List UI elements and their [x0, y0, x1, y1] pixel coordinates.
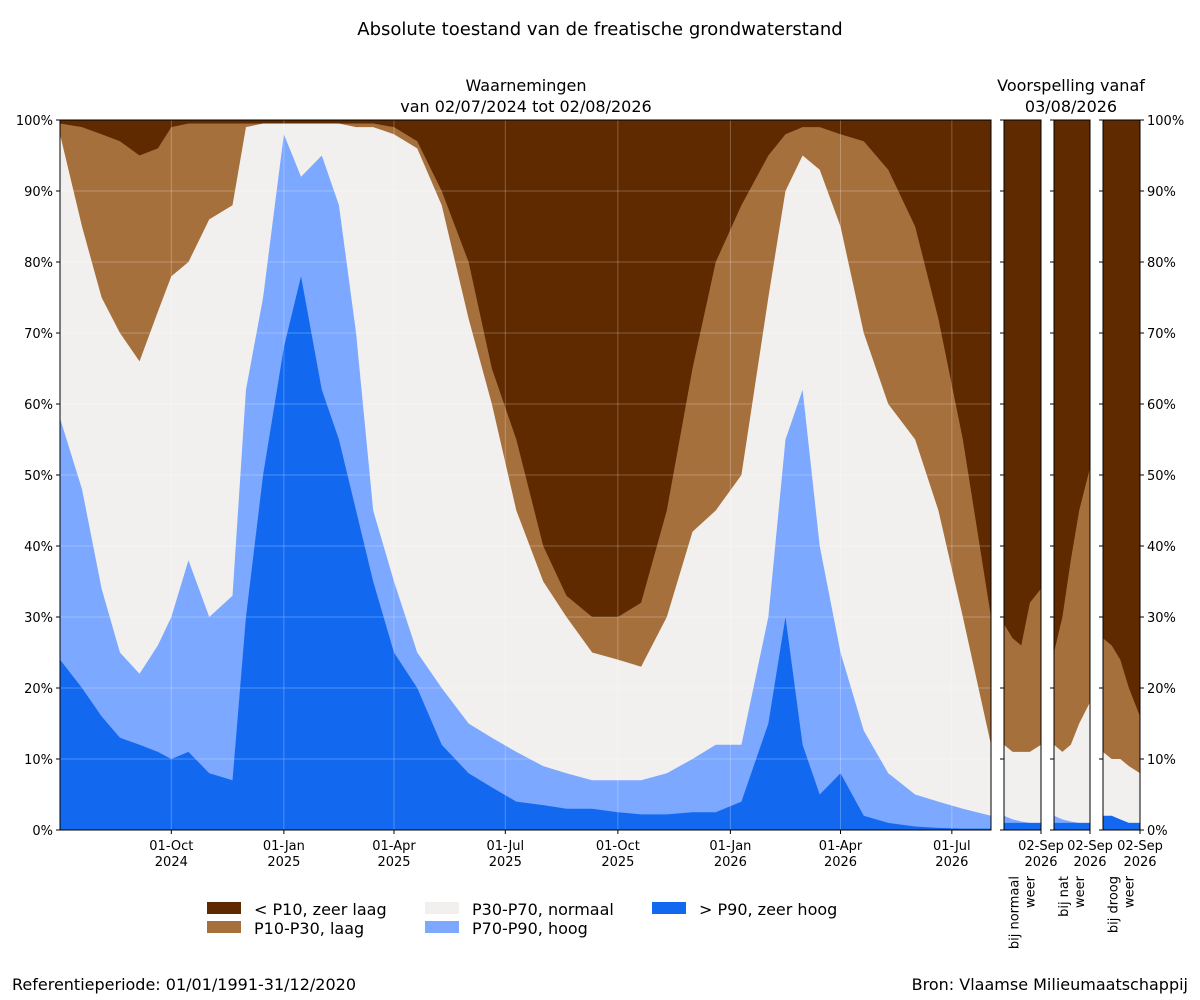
forecast-3-y-tick-label: 0% [1147, 824, 1168, 839]
forecast-2-area-normaal [1054, 702, 1090, 830]
observed-y-tick-label: 10% [24, 753, 53, 768]
forecast-3-y-tick-label: 50% [1147, 469, 1176, 484]
observed-x-tick-label: 2026 [824, 855, 857, 870]
forecast-scenario-label: bij droog weer [1107, 875, 1138, 933]
forecast-panel: 0% 10% 20% 30% 40% 50% 60% 70% 80% 90% 100% 02-Sep2… [1099, 114, 1184, 933]
forecast-scenario-label: bij nat weer [1057, 875, 1088, 917]
forecast-3-y-tick-label: 90% [1147, 185, 1176, 200]
legend-label: P70-P90, hoog [472, 919, 588, 938]
reference-period: Referentieperiode: 01/01/1991-31/12/2020 [12, 975, 356, 994]
observed-y-tick-label: 80% [24, 256, 53, 271]
forecast-3-y-tick-label: 70% [1147, 327, 1176, 342]
observed-x-tick-label: 01-Jul [486, 839, 524, 854]
legend-item-zeer-laag: < P10, zeer laag [207, 900, 387, 919]
observed-y-tick-label: 100% [16, 114, 53, 129]
observed-x-tick-label: 2024 [155, 855, 188, 870]
observed-x-tick-label: 01-Oct [149, 839, 193, 854]
forecast-1-area-normaal [1004, 744, 1041, 830]
source-label: Bron: Vlaamse Milieumaatschappij [912, 975, 1188, 994]
observed-area-zeer-hoog [60, 276, 991, 830]
observed-y-tick-label: 90% [24, 185, 53, 200]
forecast-3-y-tick-label: 20% [1147, 682, 1176, 697]
observed-y-tick-label: 20% [24, 682, 53, 697]
forecast-title-line-2: 03/08/2026 [1025, 97, 1117, 116]
chart-title: Absolute toestand van de freatische gron… [357, 19, 842, 40]
forecast-x-tick-label: 02-Sep [1018, 839, 1064, 854]
legend-swatch [425, 902, 459, 914]
forecast-3-area-normaal [1103, 751, 1140, 830]
forecast-3-area-zeer-hoog [1103, 815, 1140, 830]
forecast-1-area-zeer-hoog [1004, 822, 1041, 830]
forecast-scenario-label-line: weer [1123, 875, 1138, 908]
forecast-3-y-tick-label: 40% [1147, 540, 1176, 555]
legend-swatch [207, 921, 241, 933]
observed-x-tick-label: 01-Apr [372, 839, 416, 854]
forecast-x-tick-label: 02-Sep [1067, 839, 1113, 854]
observed-panel: 01-Oct202401-Jan202501-Apr202501-Jul2025… [16, 114, 992, 870]
observed-x-tick-label: 2026 [935, 855, 968, 870]
forecast-scenario-label-line: bij normaal [1008, 876, 1023, 949]
observed-x-tick-label: 2026 [714, 855, 747, 870]
forecast-2-area-zeer-hoog [1054, 822, 1090, 830]
observed-x-tick-label: 2025 [489, 855, 522, 870]
forecast-scenario-label: bij normaal weer [1008, 875, 1039, 949]
observed-x-tick-label: 2025 [267, 855, 300, 870]
legend-label: P10-P30, laag [254, 919, 364, 938]
legend-label: > P90, zeer hoog [699, 900, 837, 919]
legend-item-laag: P10-P30, laag [207, 919, 364, 938]
legend-label: < P10, zeer laag [254, 900, 387, 919]
forecast-x-tick-label: 2026 [1024, 855, 1057, 870]
forecast-3-y-tick-label: 80% [1147, 256, 1176, 271]
observed-title-line-2: van 02/07/2024 tot 02/08/2026 [400, 97, 651, 116]
observed-x-tick-label: 2025 [377, 855, 410, 870]
observed-x-tick-label: 01-Jan [263, 839, 305, 854]
observed-x-tick-label: 01-Apr [819, 839, 863, 854]
observed-y-tick-label: 50% [24, 469, 53, 484]
legend-item-hoog: P70-P90, hoog [425, 919, 588, 938]
observed-y-tick-label: 0% [32, 824, 53, 839]
observed-y-tick-label: 70% [24, 327, 53, 342]
legend-swatch [425, 921, 459, 933]
forecast-x-tick-label: 02-Sep [1117, 839, 1163, 854]
observed-x-tick-label: 01-Jul [933, 839, 971, 854]
observed-title-line-1: Waarnemingen [466, 76, 587, 95]
observed-x-tick-label: 2025 [601, 855, 634, 870]
forecast-3-y-tick-label: 60% [1147, 398, 1176, 413]
legend-item-zeer-hoog: > P90, zeer hoog [652, 900, 837, 919]
forecast-scenario-label-line: weer [1073, 875, 1088, 908]
forecast-scenario-label-line: bij droog [1107, 876, 1122, 933]
observed-y-tick-label: 40% [24, 540, 53, 555]
observed-x-tick-label: 01-Oct [596, 839, 640, 854]
observed-y-tick-label: 30% [24, 611, 53, 626]
observed-x-tick-label: 01-Jan [709, 839, 751, 854]
forecast-3-y-tick-label: 100% [1147, 114, 1184, 129]
legend-label: P30-P70, normaal [472, 900, 614, 919]
forecast-x-tick-label: 2026 [1073, 855, 1106, 870]
forecast-3-y-tick-label: 10% [1147, 753, 1176, 768]
legend-item-normaal: P30-P70, normaal [425, 900, 614, 919]
legend-swatch [652, 902, 686, 914]
forecast-3-y-tick-label: 30% [1147, 611, 1176, 626]
forecast-title-line-1: Voorspelling vanaf [997, 76, 1145, 95]
observed-y-tick-label: 60% [24, 398, 53, 413]
forecast-scenario-label-line: bij nat [1057, 876, 1072, 917]
legend-swatch [207, 902, 241, 914]
forecast-x-tick-label: 2026 [1123, 855, 1156, 870]
forecast-scenario-label-line: weer [1024, 875, 1039, 908]
